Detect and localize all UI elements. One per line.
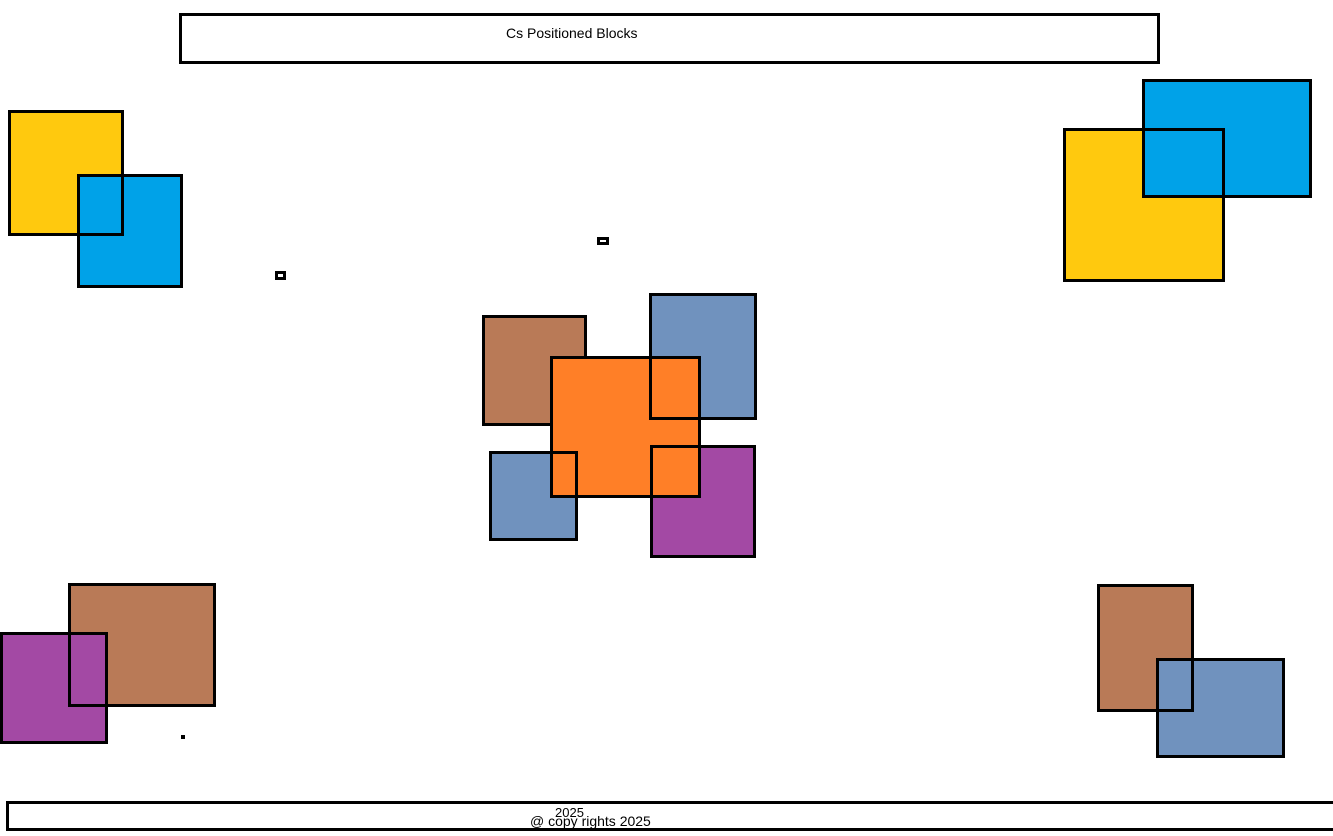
center-overlap-outline-left xyxy=(550,451,578,498)
header-box: Cs Positioned Blocks xyxy=(179,13,1160,64)
bottom-left-overlap-outline xyxy=(68,632,108,707)
top-right-blue-block xyxy=(1142,79,1312,198)
bottom-right-overlap-outline xyxy=(1156,658,1194,712)
small-dot xyxy=(181,735,185,739)
center-steel-block-top xyxy=(649,293,757,420)
footer-copyright: @ copy rights 2025 xyxy=(530,813,651,829)
center-overlap-outline-bottom xyxy=(650,445,701,498)
top-left-overlap-outline xyxy=(77,174,124,236)
small-marker-center xyxy=(597,237,609,245)
top-left-yellow-block xyxy=(8,110,124,236)
center-overlap-outline-top xyxy=(649,356,701,420)
footer-box: 2025 @ copy rights 2025 xyxy=(6,801,1333,831)
top-right-overlap-outline xyxy=(1142,128,1225,198)
footer-year: 2025 xyxy=(555,805,584,820)
small-marker-left xyxy=(275,271,286,280)
page-title: Cs Positioned Blocks xyxy=(506,25,638,41)
